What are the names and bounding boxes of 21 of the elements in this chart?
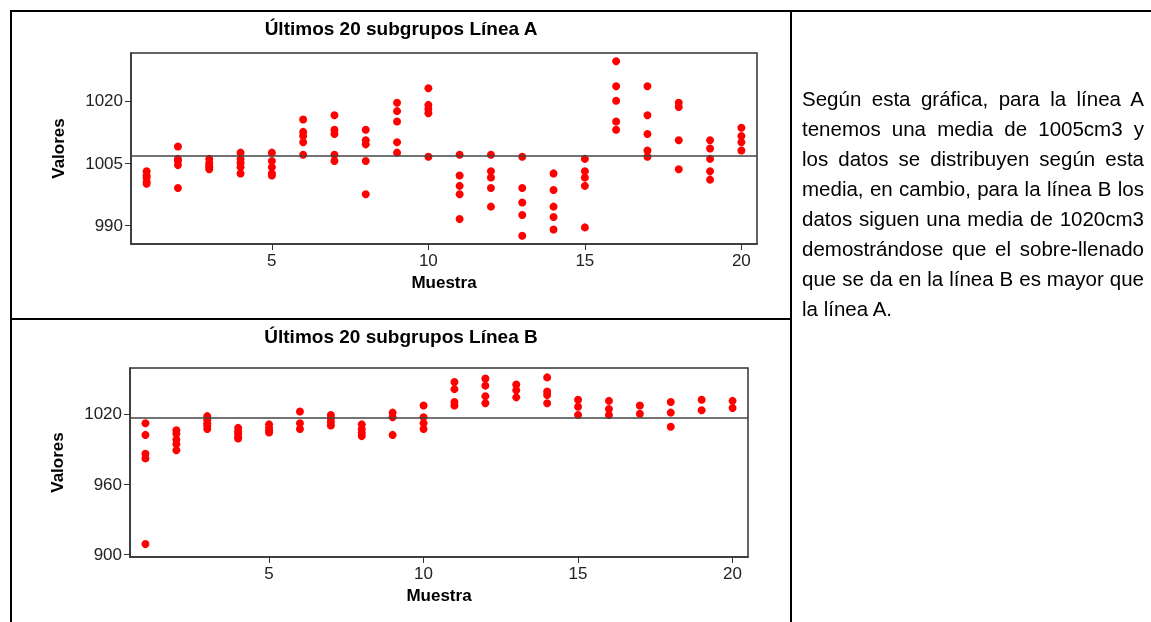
y-tick-label: 960 <box>93 474 122 494</box>
y-tick-label: 900 <box>93 545 122 565</box>
y-tick-label: 1005 <box>85 153 123 173</box>
x-axis-title: Muestra <box>406 585 473 605</box>
x-tick-label: 5 <box>264 564 274 583</box>
chart-title: Últimos 20 subgrupos Línea A <box>264 18 538 39</box>
x-tick-label: 15 <box>575 251 595 270</box>
chart-title: Últimos 20 subgrupos Línea B <box>264 326 538 347</box>
x-tick-label: 15 <box>568 564 588 583</box>
text: Según esta gráfica, para la línea A tenemos una media de 1005cm3 y los datos se distribuyen según esta media, en cambio, para la línea B los datos siguen una media de 1020cm3 demostrándose que el sobre-llenado que se da en la línea B es mayor que la línea A. <box>802 86 1144 322</box>
x-tick-label: 10 <box>414 564 434 583</box>
x-axis-title: Muestra <box>411 272 478 292</box>
x-tick-label: 10 <box>418 251 438 270</box>
x-tick-label: 20 <box>723 564 743 583</box>
y-tick-label: 990 <box>94 215 123 235</box>
y-axis-title: Valores <box>49 118 68 179</box>
y-axis-title: Valores <box>48 432 67 493</box>
x-tick-label: 5 <box>267 251 277 270</box>
y-tick-label: 1020 <box>85 91 123 111</box>
x-tick-label: 20 <box>731 251 751 270</box>
y-tick-label: 1020 <box>84 404 122 424</box>
